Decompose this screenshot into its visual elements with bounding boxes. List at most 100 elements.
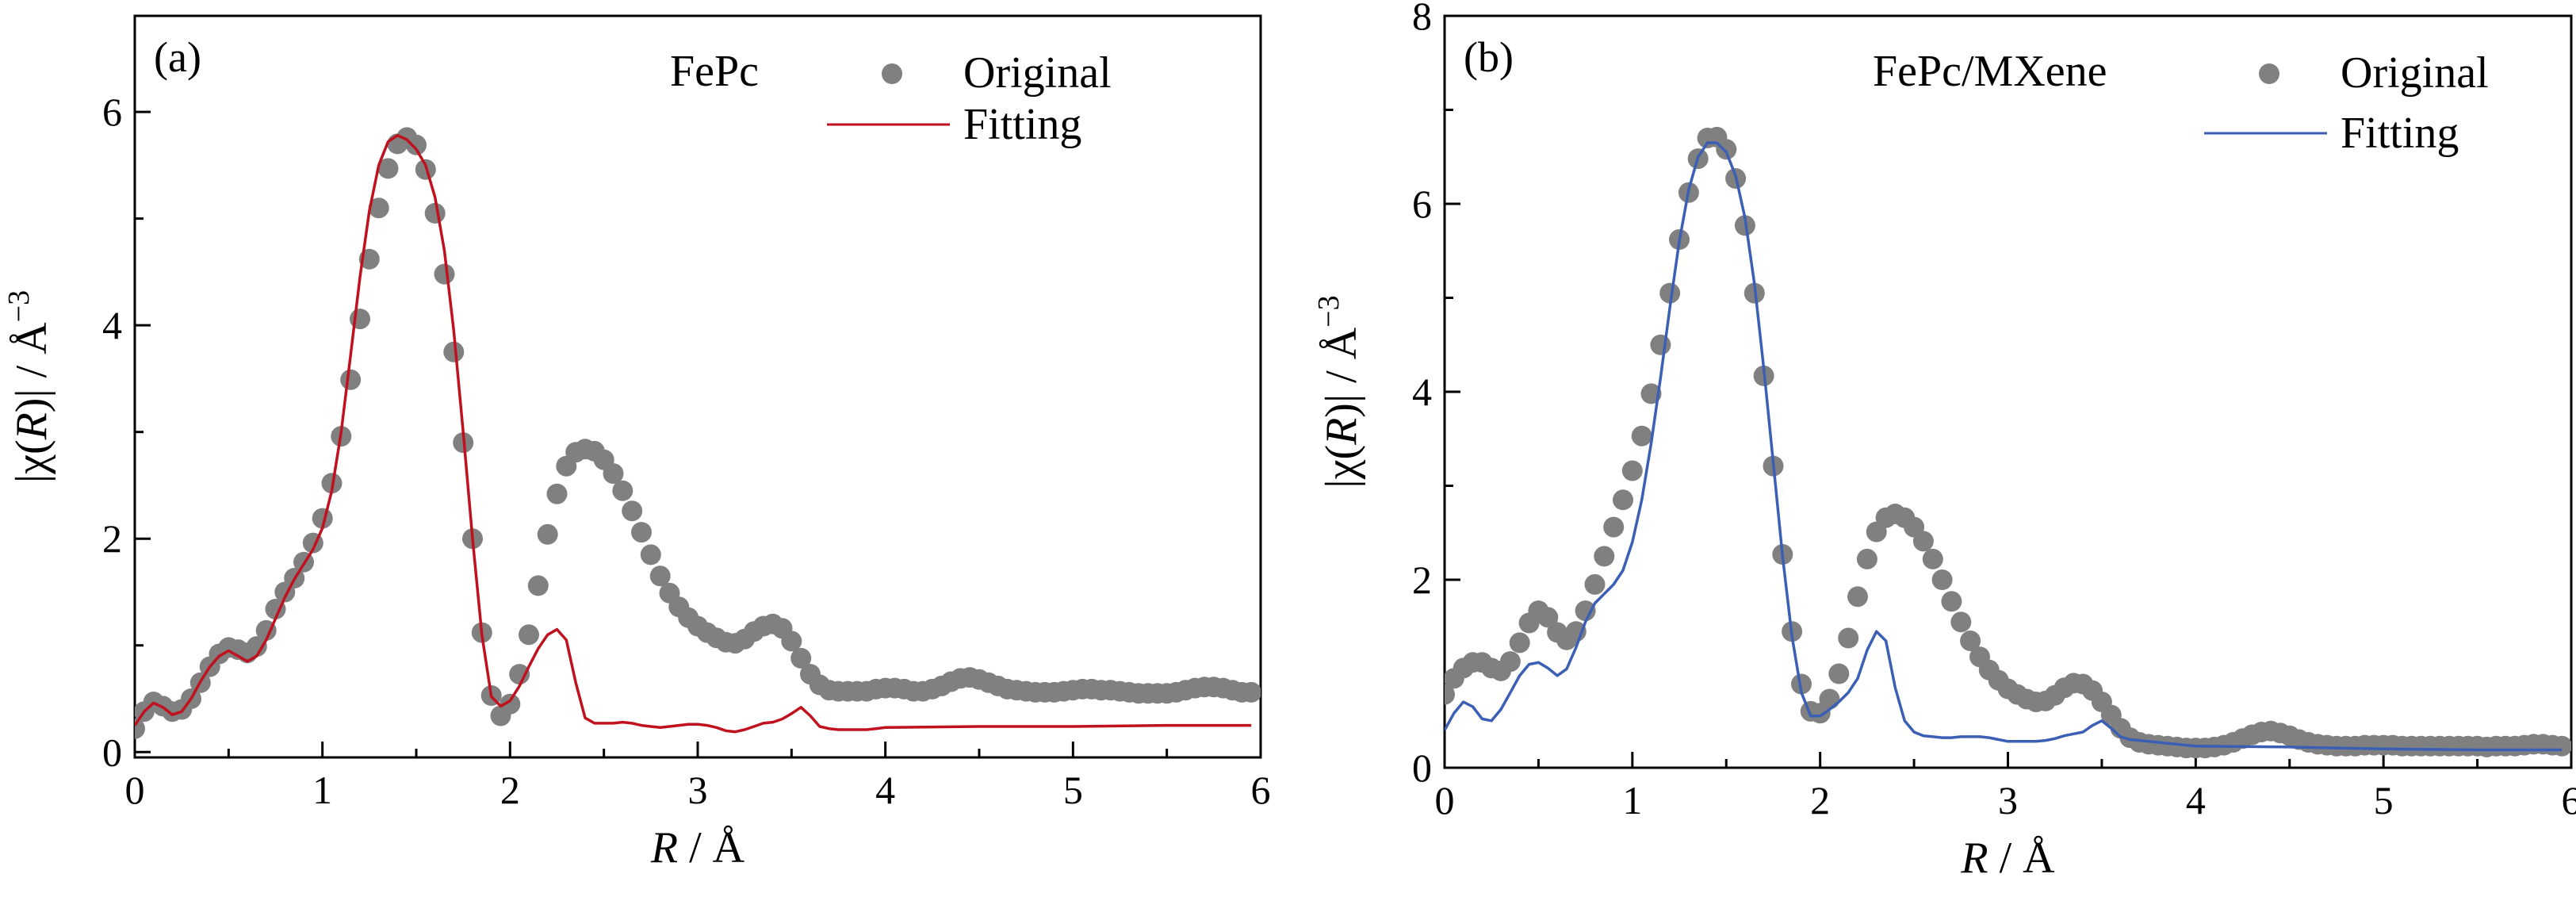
series-original xyxy=(135,127,1261,739)
y-tick-label: 0 xyxy=(102,730,122,774)
sample-label: FePc xyxy=(670,47,759,96)
chart-panel-a: 0 1 2 3 4 5 6 0 2 4 6 R / Å |χ(R)| / Å−3 (a) FePc Origi… xyxy=(2,14,1271,872)
original-point xyxy=(434,263,455,285)
y-tick-label: 2 xyxy=(1412,558,1432,602)
original-point xyxy=(1445,684,1455,705)
y-axis-label-symbol: R xyxy=(7,412,56,440)
x-tick-label: 6 xyxy=(1251,768,1271,812)
plot-frame xyxy=(133,14,1262,759)
original-point xyxy=(2551,735,2571,757)
legend-label-original: Original xyxy=(2341,48,2489,98)
legend-label-original: Original xyxy=(963,48,1112,98)
original-point xyxy=(537,523,558,545)
legend-label-fitting: Fitting xyxy=(963,100,1081,149)
original-point xyxy=(1716,139,1737,160)
y-tick-label: 4 xyxy=(1412,370,1432,414)
original-point xyxy=(1819,688,1840,710)
original-point xyxy=(1621,460,1643,481)
x-axis-label: R / Å xyxy=(650,823,745,872)
x-axis-label-unit: / Å xyxy=(678,823,745,872)
series-original xyxy=(1445,126,2571,759)
y-tick-label: 8 xyxy=(1412,0,1432,38)
original-point xyxy=(1659,282,1681,304)
y-axis-label-exponent: −3 xyxy=(1312,295,1345,327)
x-axis-label: R / Å xyxy=(1960,834,2055,883)
original-point xyxy=(340,369,362,390)
legend-marker-original xyxy=(2259,63,2279,84)
original-point xyxy=(377,158,399,179)
series-fitting-line xyxy=(135,133,1252,734)
y-axis-label-exponent: −3 xyxy=(2,290,36,322)
x-tick-label: 3 xyxy=(688,768,708,812)
y-axis-label-post: )| / Å xyxy=(1317,327,1366,417)
x-tick-label: 3 xyxy=(1998,778,2018,822)
x-tick-label: 4 xyxy=(875,768,895,812)
y-tick-label: 4 xyxy=(102,303,122,347)
original-point xyxy=(500,693,521,715)
original-point xyxy=(527,575,549,596)
x-tick-label: 6 xyxy=(2562,778,2576,822)
original-point xyxy=(781,631,802,652)
original-point xyxy=(640,544,661,565)
y-axis-label: |χ(R)| / Å−3 xyxy=(1312,295,1366,488)
y-tick-label: 6 xyxy=(1412,182,1432,226)
x-tick-label: 1 xyxy=(312,768,332,812)
original-point xyxy=(406,134,427,155)
x-tick-label: 2 xyxy=(1810,778,1830,822)
y-axis-label-pre: |χ( xyxy=(7,439,56,483)
panel-label: (a) xyxy=(154,33,201,81)
x-axis-label-symbol: R xyxy=(1960,834,1988,883)
y-axis-label-symbol: R xyxy=(1317,418,1366,446)
original-point xyxy=(1594,546,1615,567)
original-point xyxy=(1838,627,1859,649)
original-point xyxy=(424,202,446,224)
series-fitting-line xyxy=(1445,141,2563,752)
original-point xyxy=(519,624,539,646)
y-tick-label: 0 xyxy=(1412,746,1432,790)
original-point xyxy=(546,483,568,504)
original-point xyxy=(1613,489,1633,511)
original-point xyxy=(1241,681,1261,703)
y-tick-label: 6 xyxy=(102,90,122,134)
x-tick-label: 0 xyxy=(125,768,145,812)
x-tick-label: 5 xyxy=(2374,778,2394,822)
original-point xyxy=(1828,663,1850,684)
legend-marker-original xyxy=(882,63,902,84)
original-point xyxy=(1603,516,1625,538)
x-tick-label: 5 xyxy=(1063,768,1083,812)
original-point xyxy=(1791,673,1812,695)
original-point xyxy=(312,508,333,529)
original-point xyxy=(1847,586,1868,608)
x-axis-label-symbol: R xyxy=(650,823,678,872)
original-point xyxy=(1856,548,1877,569)
panel-label: (b) xyxy=(1464,33,1514,81)
x-tick-label: 2 xyxy=(500,768,520,812)
original-point xyxy=(790,647,812,669)
original-point xyxy=(1960,631,1981,651)
original-point xyxy=(509,664,530,685)
y-axis-label: |χ(R)| / Å−3 xyxy=(2,290,56,483)
original-point xyxy=(1912,531,1934,552)
original-point xyxy=(1950,611,1972,633)
original-point xyxy=(368,197,389,219)
original-point xyxy=(1922,548,1943,569)
sample-label: FePc/MXene xyxy=(1873,47,2107,96)
original-point xyxy=(443,341,465,362)
original-point xyxy=(1575,600,1596,622)
x-tick-label: 4 xyxy=(2186,778,2206,822)
original-point xyxy=(1537,607,1559,628)
original-point xyxy=(1631,425,1652,447)
x-tick-label: 0 xyxy=(1435,778,1455,822)
original-point xyxy=(1931,569,1953,590)
original-point xyxy=(1509,632,1530,654)
original-point xyxy=(246,636,267,657)
original-point xyxy=(1650,334,1671,355)
original-point xyxy=(1499,651,1521,673)
y-tick-label: 2 xyxy=(102,516,122,561)
x-axis-label-unit: / Å xyxy=(1988,834,2056,883)
original-point xyxy=(612,480,633,501)
